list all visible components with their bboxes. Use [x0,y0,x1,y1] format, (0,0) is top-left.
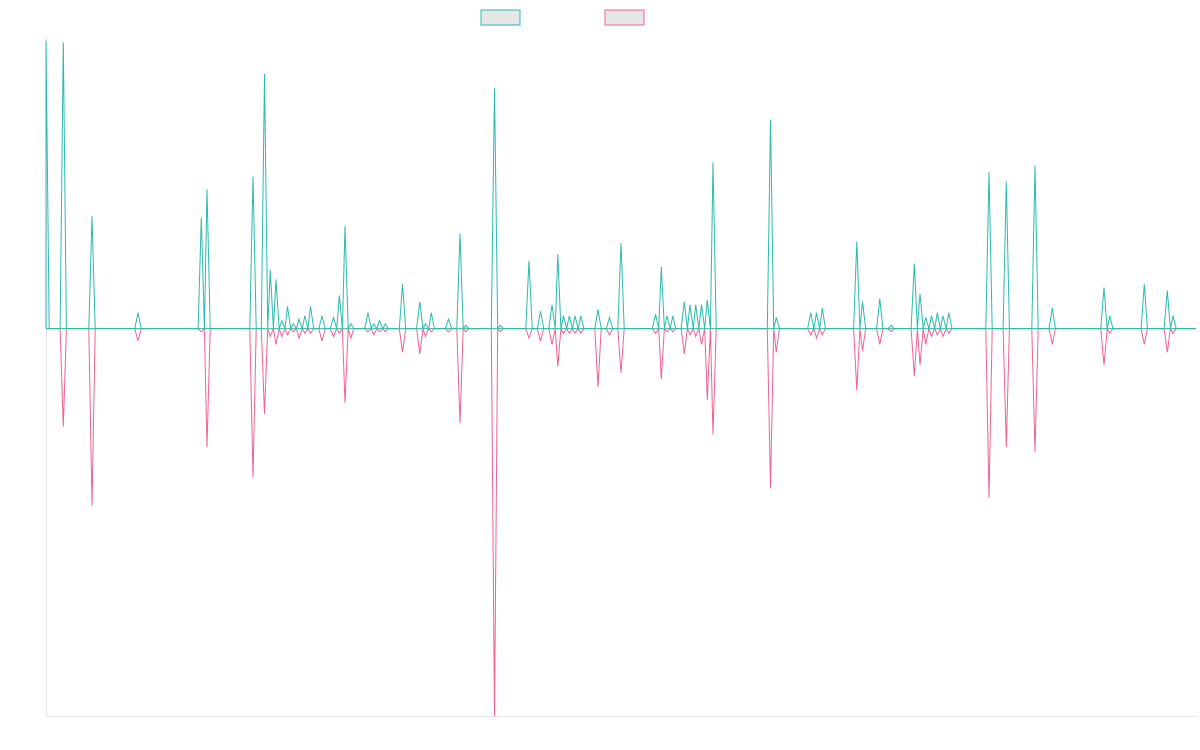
legend [480,9,645,26]
series-layer [45,40,1196,717]
legend-swatch-series-1[interactable] [480,9,521,26]
series-2-line [46,326,1196,717]
legend-swatch-series-2[interactable] [604,9,645,26]
series-1-line [45,40,1196,331]
